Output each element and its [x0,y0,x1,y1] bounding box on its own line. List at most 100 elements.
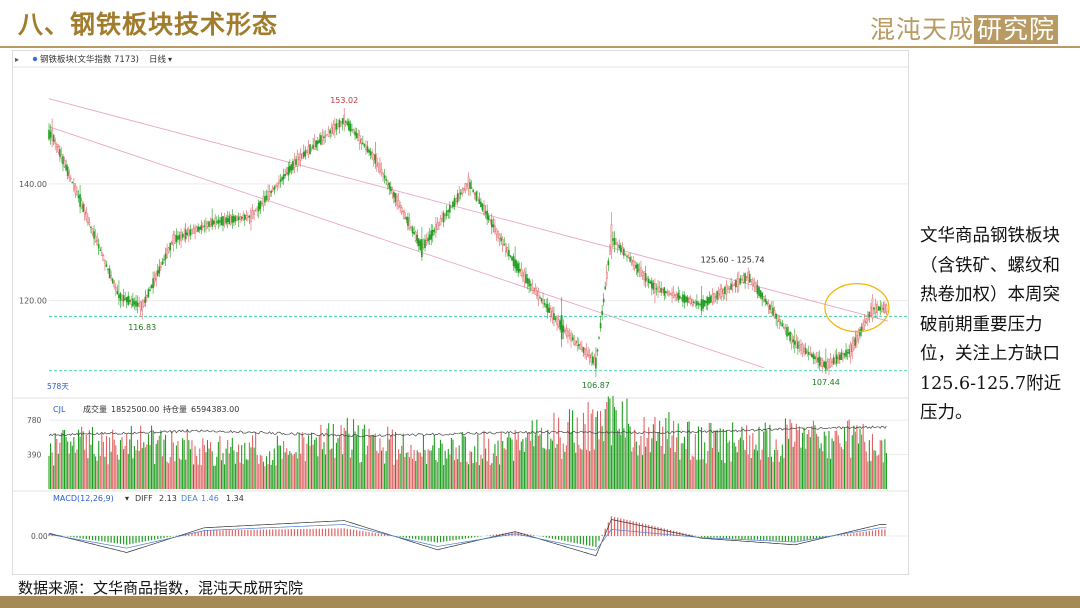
candle-body [885,304,888,313]
candle [793,328,796,354]
candle-body [427,237,429,242]
macd-histogram-bar [231,530,233,536]
volume-bar [882,462,884,489]
macd-histogram-bar [657,527,659,536]
macd-histogram-bar [135,536,137,544]
candle [363,143,366,148]
volume-bar [722,428,724,489]
volume-bar [553,412,555,489]
volume-bar [775,439,777,489]
volume-bar [769,424,771,489]
candle-body [186,232,189,235]
candle [417,238,420,252]
candle-body [473,193,476,195]
candle [876,301,878,319]
candle-body [826,361,829,369]
volume-bar [688,421,690,489]
candle-body [703,300,706,307]
candle-body [512,256,515,266]
volume-bar [811,426,813,489]
volume-bar [674,452,676,489]
volume-bar [640,435,642,489]
candle [615,237,617,245]
macd-histogram-bar [436,536,439,543]
candle-body [164,253,167,260]
macd-histogram-bar [843,534,846,536]
macd-histogram-bar [741,536,743,540]
collapse-icon[interactable]: ▸ [15,55,19,64]
candle [453,195,456,211]
volume-bar [93,453,95,489]
candle [624,253,627,257]
volume-bar [699,459,701,489]
volume-bar [660,445,662,489]
volume-bar [379,438,381,489]
volume-bar [604,409,606,489]
macd-histogram-bar [132,536,134,544]
candle-body [602,298,605,303]
candle-body [609,246,611,255]
volume-bar [242,463,244,489]
candle-body [593,357,596,366]
macd-histogram-bar [119,536,122,544]
candle [592,351,594,366]
candle-body [163,259,165,261]
candle-body [142,299,145,307]
candle-body [534,288,537,295]
candle [602,293,605,307]
candle [396,193,398,211]
candle [91,228,94,237]
candle [885,303,888,315]
candle [54,137,57,151]
macd-histogram-bar [154,536,156,540]
candle-body [579,344,582,350]
candle-body [191,229,193,234]
macd-histogram-bar [328,528,330,536]
candle-body [668,290,670,296]
volume-bar [683,436,686,489]
candle [532,287,535,294]
candle-body [520,268,523,276]
candle [191,228,193,236]
candle [752,277,754,291]
candle [445,204,448,220]
candlestick-chart: ▸ 钢铁板块(文华指数 7173) 日线 ▾ 120.00140.00578天1… [13,54,908,557]
macd-histogram-bar [222,530,224,536]
candle [483,200,485,217]
candle [759,289,762,300]
candle [745,275,748,282]
chevron-down-icon[interactable]: ▾ [168,55,172,64]
candle [312,137,314,151]
volume-bar [116,454,118,489]
volume-bar [805,448,807,489]
candle-body [180,231,182,242]
candle-body [382,173,384,175]
macd-histogram-bar [871,530,874,536]
period-selector[interactable]: 日线 [149,54,167,65]
candle [672,285,675,299]
candle [467,172,470,196]
volume-bar [269,451,271,489]
candle-body [156,270,159,277]
candle-body [275,185,277,188]
candle [867,310,869,327]
macd-histogram-bar [365,531,367,536]
candle-body [494,225,496,232]
candle-body [843,353,846,356]
volume-bar [531,420,533,489]
candle-body [104,260,106,264]
candle-body [220,217,223,226]
volume-bar [422,435,424,489]
volume-bar [124,445,126,489]
volume-bar [210,442,212,489]
candle-body [320,135,322,145]
candle-body [461,189,464,194]
candle [156,263,159,278]
candle-body [623,248,625,256]
candle-body [303,151,305,158]
candle-body [174,234,176,244]
volume-bar [477,434,479,489]
candle-body [503,244,506,246]
candle [588,348,591,365]
candle [731,281,734,293]
